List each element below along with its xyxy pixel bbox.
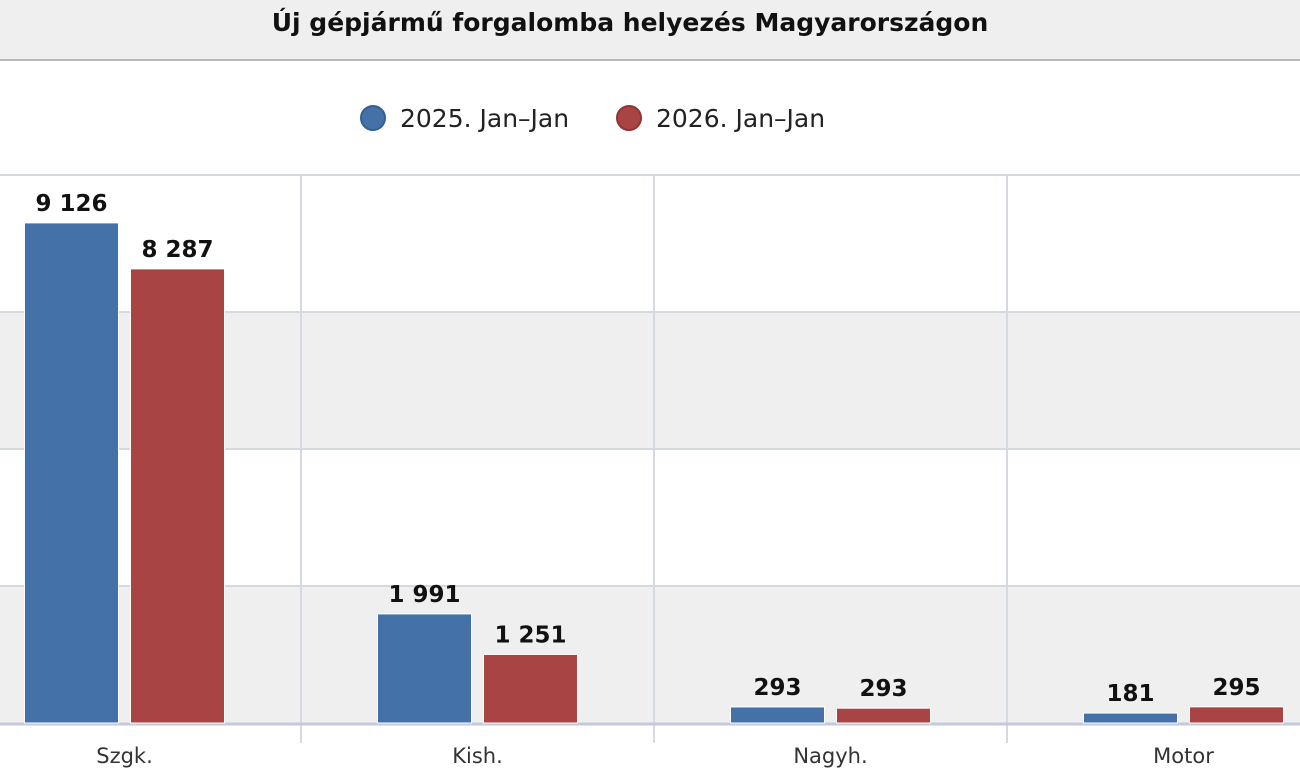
- legend-item-2026[interactable]: 2026. Jan–Jan: [616, 100, 825, 136]
- data-label: 181: [1106, 681, 1154, 707]
- bar-2025: [730, 706, 825, 724]
- x-tick-label: Kish.: [452, 744, 503, 768]
- title-bar: Új gépjármű forgalomba helyezés Magyaror…: [0, 0, 1300, 61]
- bar-2026: [483, 653, 578, 724]
- data-label: 1 991: [388, 582, 460, 608]
- bar-2025: [24, 222, 119, 724]
- legend-item-2025[interactable]: 2025. Jan–Jan: [360, 100, 569, 136]
- legend-label-2026: 2026. Jan–Jan: [656, 103, 826, 133]
- bar-2026: [836, 707, 931, 724]
- x-tick-label: Nagyh.: [793, 744, 867, 768]
- legend: 2025. Jan–Jan 2026. Jan–Jan: [0, 100, 1300, 136]
- legend-label-2025: 2025. Jan–Jan: [400, 103, 570, 133]
- bar-2026: [130, 268, 225, 724]
- data-label: 9 126: [35, 191, 107, 217]
- legend-marker-2025: [360, 105, 386, 131]
- data-label: 293: [753, 675, 801, 701]
- chart-title: Új gépjármű forgalomba helyezés Magyaror…: [271, 8, 989, 37]
- x-tick-label: Szgk.: [96, 744, 153, 768]
- data-label: 1 251: [494, 622, 566, 648]
- legend-marker-2026: [616, 105, 642, 131]
- data-label: 295: [1212, 675, 1260, 701]
- data-label: 293: [859, 676, 907, 702]
- data-label: 8 287: [141, 237, 213, 263]
- bar-2025: [1083, 712, 1178, 724]
- bar-2026: [1189, 706, 1284, 724]
- bar-2025: [377, 613, 472, 724]
- x-tick-label: Motor: [1153, 744, 1214, 768]
